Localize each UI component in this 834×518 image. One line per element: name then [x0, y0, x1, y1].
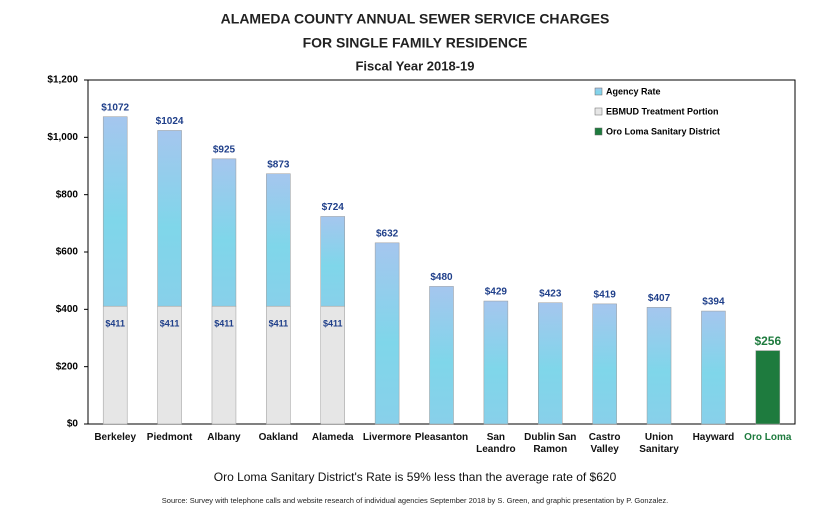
legend-label: Agency Rate [606, 86, 661, 96]
y-tick-label: $1,200 [47, 75, 78, 86]
total-label: $480 [430, 272, 453, 283]
source-note: Source: Survey with telephone calls and … [162, 496, 668, 505]
x-tick-label: Albany [207, 432, 241, 443]
legend-swatch [594, 87, 603, 96]
bar-segment [374, 242, 400, 425]
x-tick-label: Oro Loma [744, 432, 792, 443]
bar-segment [102, 305, 128, 425]
x-tick-label: Union Sanitary [639, 432, 679, 455]
legend-swatch [594, 107, 603, 116]
x-tick-label: Dublin San Ramon [524, 432, 577, 455]
bar-segment [755, 350, 781, 425]
bar-segment [102, 116, 128, 307]
bar-segment [429, 286, 454, 425]
total-label: $1072 [101, 102, 129, 113]
bar-segment [538, 302, 563, 425]
bar-segment [211, 305, 237, 425]
bar-segment [701, 310, 726, 425]
value-label: $411 [269, 319, 289, 329]
total-label: $925 [213, 144, 236, 155]
y-tick-label: $600 [56, 247, 79, 258]
y-tick-label: $200 [56, 361, 79, 372]
bar-segment [592, 303, 617, 425]
total-label: $873 [267, 159, 290, 170]
total-label: $429 [485, 287, 508, 298]
total-label: $419 [594, 290, 617, 301]
x-tick-label: Livermore [362, 432, 412, 443]
bar-segment [211, 158, 237, 307]
y-tick-label: $800 [56, 189, 79, 200]
legend-label: Oro Loma Sanitary District [606, 126, 720, 136]
bar-segment [483, 300, 509, 425]
x-tick-label: Oakland [258, 432, 299, 443]
value-label: $411 [214, 319, 234, 329]
bar-segment [266, 173, 291, 307]
value-label: $411 [323, 319, 343, 329]
x-tick-label: Pleasanton [414, 432, 469, 443]
bar-segment [157, 305, 182, 425]
bar-segment [266, 305, 291, 425]
bar-segment [646, 307, 672, 425]
value-label: $256 [754, 334, 781, 348]
value-label: $411 [105, 319, 125, 329]
value-label: $411 [160, 319, 180, 329]
chart-subtitle: Fiscal Year 2018-19 [355, 58, 474, 73]
total-label: $423 [539, 288, 562, 299]
x-tick-label: Berkeley [94, 432, 137, 443]
chart-title: ALAMEDA COUNTY ANNUAL SEWER SERVICE CHAR… [221, 11, 610, 27]
x-tick-label: Hayward [692, 432, 735, 443]
total-label: $407 [648, 293, 671, 304]
total-label: $632 [376, 228, 399, 239]
chart-title: FOR SINGLE FAMILY RESIDENCE [303, 35, 528, 51]
bar-segment [320, 216, 345, 307]
y-tick-label: $0 [67, 419, 79, 430]
annotation: Oro Loma Sanitary District's Rate is 59%… [214, 470, 617, 484]
x-tick-label: San Leandro [476, 432, 516, 455]
x-tick-label: Piedmont [146, 432, 193, 443]
x-tick-label: Alameda [311, 432, 354, 443]
y-tick-label: $1,000 [47, 132, 78, 143]
bar-segment [157, 130, 182, 307]
total-label: $394 [702, 297, 725, 308]
bar-segment [320, 305, 345, 425]
total-label: $1024 [156, 116, 184, 127]
x-tick-label: Castro Valley [588, 432, 621, 455]
y-tick-label: $400 [56, 304, 79, 315]
legend-swatch [594, 127, 603, 136]
legend-label: EBMUD Treatment Portion [606, 106, 719, 116]
total-label: $724 [322, 202, 345, 213]
